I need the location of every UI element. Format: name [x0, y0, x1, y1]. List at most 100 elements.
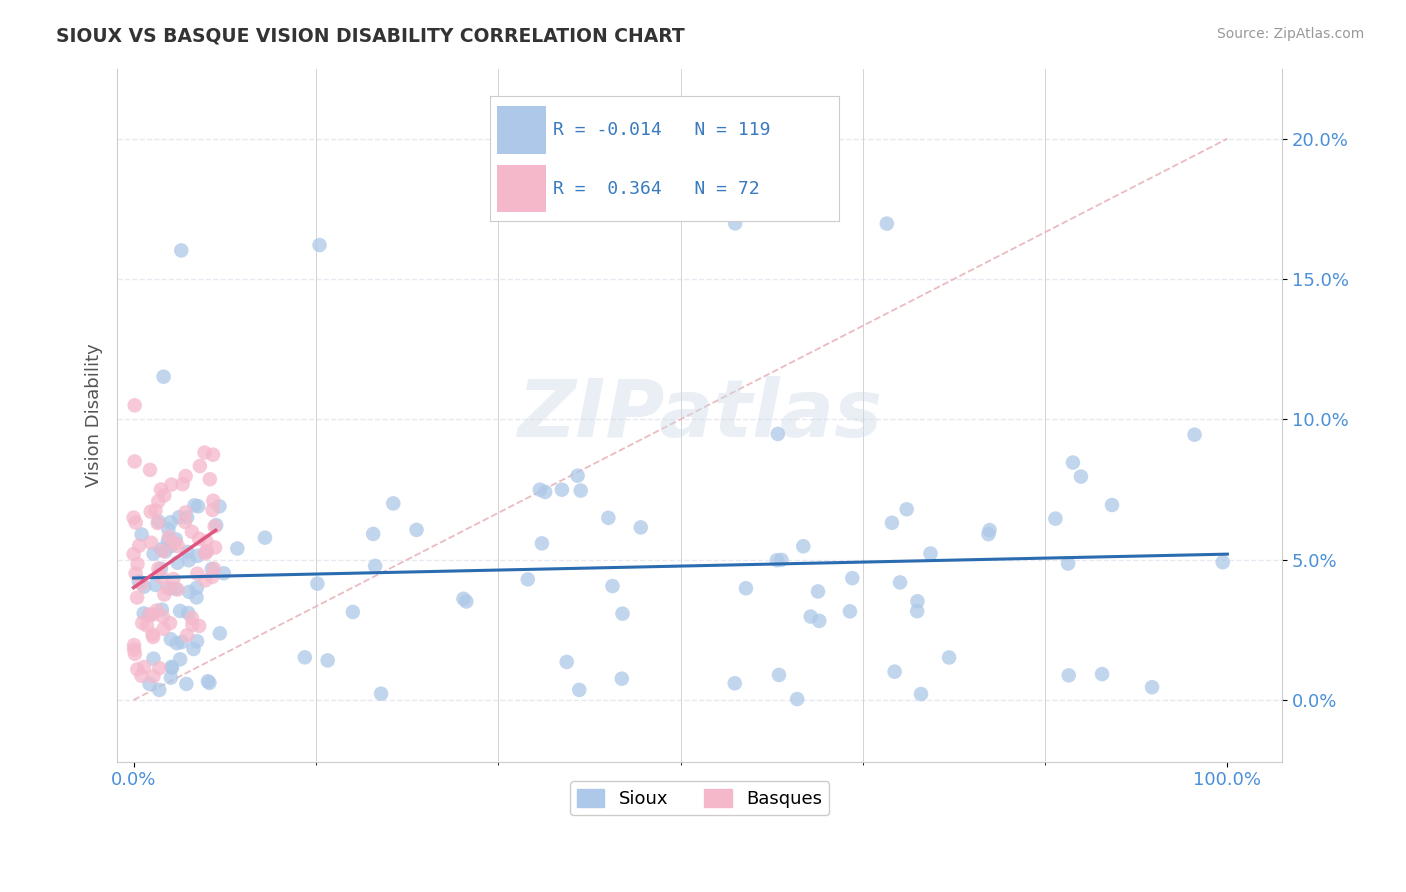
Point	[165, 582, 187, 596]
Point	[188, 532, 211, 546]
Point	[131, 669, 153, 683]
Point	[201, 570, 224, 584]
Point	[149, 562, 172, 576]
Point	[183, 499, 205, 513]
Point	[167, 510, 190, 524]
Point	[124, 566, 146, 581]
Point	[127, 662, 149, 676]
Point	[160, 671, 183, 685]
Point	[160, 661, 183, 675]
Point	[294, 650, 316, 665]
Point	[142, 630, 165, 644]
Point	[159, 616, 181, 631]
Point	[889, 575, 911, 590]
Point	[135, 618, 157, 632]
Point	[138, 677, 160, 691]
Point	[555, 655, 578, 669]
Point	[157, 530, 180, 544]
Point	[152, 622, 174, 636]
Point	[166, 582, 188, 597]
Point	[148, 661, 170, 675]
Point	[612, 607, 634, 621]
Point	[905, 604, 928, 618]
Point	[1091, 667, 1114, 681]
Point	[187, 500, 209, 514]
Point	[766, 426, 789, 441]
Point	[1184, 427, 1206, 442]
Point	[132, 607, 155, 621]
Point	[145, 503, 167, 517]
Point	[148, 515, 170, 529]
Point	[194, 545, 217, 559]
Legend: Sioux, Basques: Sioux, Basques	[569, 781, 830, 815]
Point	[786, 692, 808, 706]
Point	[907, 594, 929, 608]
Point	[170, 635, 193, 649]
Point	[766, 553, 789, 567]
Point	[148, 682, 170, 697]
Point	[195, 534, 218, 549]
Point	[169, 652, 191, 666]
Point	[179, 585, 201, 599]
Point	[142, 547, 165, 561]
Point	[155, 544, 177, 558]
Point	[361, 527, 384, 541]
Point	[148, 494, 170, 508]
Point	[253, 531, 276, 545]
Point	[166, 636, 188, 650]
Point	[204, 519, 226, 533]
Point	[342, 605, 364, 619]
Point	[807, 584, 830, 599]
Text: Source: ZipAtlas.com: Source: ZipAtlas.com	[1216, 27, 1364, 41]
Point	[153, 587, 176, 601]
Point	[405, 523, 427, 537]
Point	[142, 607, 165, 622]
Point	[134, 580, 156, 594]
Point	[979, 523, 1001, 537]
Point	[141, 535, 163, 549]
Point	[602, 579, 624, 593]
Point	[138, 607, 160, 622]
Point	[142, 669, 165, 683]
Point	[181, 617, 204, 632]
Point	[841, 571, 863, 585]
Point	[198, 676, 221, 690]
Point	[159, 582, 181, 596]
Point	[162, 572, 184, 586]
Point	[160, 539, 183, 553]
Point	[1101, 498, 1123, 512]
Point	[1212, 555, 1234, 569]
Point	[205, 518, 228, 533]
Point	[1140, 680, 1163, 694]
Point	[145, 578, 167, 592]
Point	[125, 516, 148, 530]
Point	[160, 660, 183, 674]
Point	[166, 539, 188, 553]
Point	[131, 615, 153, 630]
Point	[188, 459, 211, 474]
Point	[1045, 511, 1067, 525]
Point	[195, 544, 218, 558]
Point	[157, 522, 180, 536]
Point	[172, 477, 194, 491]
Point	[208, 626, 231, 640]
Point	[212, 566, 235, 581]
Point	[876, 217, 898, 231]
Point	[159, 516, 181, 530]
Point	[122, 642, 145, 657]
Point	[186, 591, 208, 605]
Point	[910, 687, 932, 701]
Point	[453, 591, 475, 606]
Point	[128, 574, 150, 589]
Text: ZIPatlas: ZIPatlas	[517, 376, 882, 454]
Point	[364, 559, 387, 574]
Point	[724, 216, 747, 230]
Point	[569, 483, 592, 498]
Point	[456, 594, 478, 608]
Point	[567, 468, 589, 483]
Point	[170, 244, 193, 258]
Point	[724, 676, 747, 690]
Point	[880, 516, 903, 530]
Point	[307, 576, 329, 591]
Point	[153, 488, 176, 502]
